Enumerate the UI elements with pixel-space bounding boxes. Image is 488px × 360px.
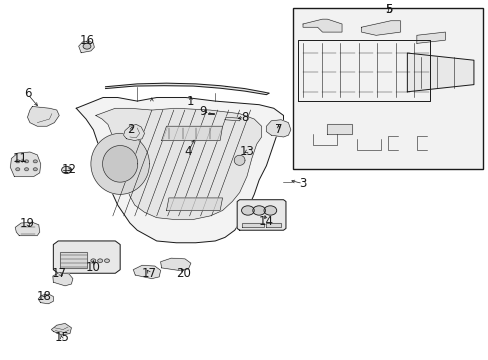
Text: 6: 6 (24, 87, 31, 100)
Polygon shape (15, 222, 40, 235)
Polygon shape (416, 32, 445, 43)
Polygon shape (53, 241, 120, 273)
Circle shape (24, 168, 28, 171)
Circle shape (98, 259, 102, 262)
Polygon shape (166, 198, 222, 211)
Text: 7: 7 (274, 123, 282, 136)
Text: 19: 19 (20, 216, 35, 230)
Polygon shape (10, 152, 41, 176)
Text: 12: 12 (61, 163, 76, 176)
Circle shape (252, 206, 265, 215)
Polygon shape (102, 145, 138, 182)
Circle shape (33, 168, 37, 171)
Polygon shape (160, 258, 190, 270)
Text: 17: 17 (142, 267, 157, 280)
Polygon shape (105, 83, 268, 95)
Text: 13: 13 (239, 145, 254, 158)
Circle shape (264, 206, 276, 215)
Text: 16: 16 (80, 33, 95, 47)
Polygon shape (224, 117, 240, 121)
Ellipse shape (234, 155, 244, 165)
Text: 5: 5 (384, 3, 391, 16)
Polygon shape (91, 134, 149, 194)
Circle shape (241, 206, 254, 215)
Text: 10: 10 (86, 261, 101, 274)
Polygon shape (38, 294, 53, 304)
Polygon shape (237, 200, 285, 230)
Bar (293, 8, 483, 169)
Polygon shape (161, 126, 222, 140)
Polygon shape (51, 323, 71, 335)
Polygon shape (53, 273, 73, 286)
Text: 9: 9 (199, 105, 206, 118)
Circle shape (33, 160, 37, 163)
Polygon shape (123, 125, 144, 140)
Text: 18: 18 (37, 290, 52, 303)
Polygon shape (27, 107, 59, 126)
Circle shape (16, 160, 20, 163)
Polygon shape (266, 120, 290, 137)
Circle shape (91, 259, 96, 262)
Text: 8: 8 (240, 111, 248, 124)
Polygon shape (60, 252, 87, 268)
Text: 14: 14 (259, 215, 273, 228)
Polygon shape (303, 19, 341, 32)
Polygon shape (407, 53, 473, 92)
Circle shape (83, 43, 91, 49)
Circle shape (61, 166, 71, 174)
Circle shape (16, 168, 20, 171)
Text: 3: 3 (299, 177, 306, 190)
Polygon shape (79, 41, 94, 53)
Text: 20: 20 (176, 267, 191, 280)
Text: 15: 15 (54, 331, 69, 344)
Text: 4: 4 (184, 145, 192, 158)
Polygon shape (96, 108, 261, 220)
Polygon shape (327, 124, 351, 134)
Polygon shape (242, 223, 264, 227)
Polygon shape (76, 98, 283, 243)
Circle shape (104, 259, 109, 262)
Polygon shape (266, 223, 281, 227)
Polygon shape (133, 265, 160, 279)
Text: 2: 2 (127, 123, 135, 136)
Polygon shape (361, 21, 400, 35)
Text: 11: 11 (13, 152, 28, 165)
Text: 5: 5 (384, 3, 391, 16)
Circle shape (24, 160, 28, 163)
Text: 1: 1 (187, 95, 194, 108)
Text: 17: 17 (52, 267, 66, 280)
